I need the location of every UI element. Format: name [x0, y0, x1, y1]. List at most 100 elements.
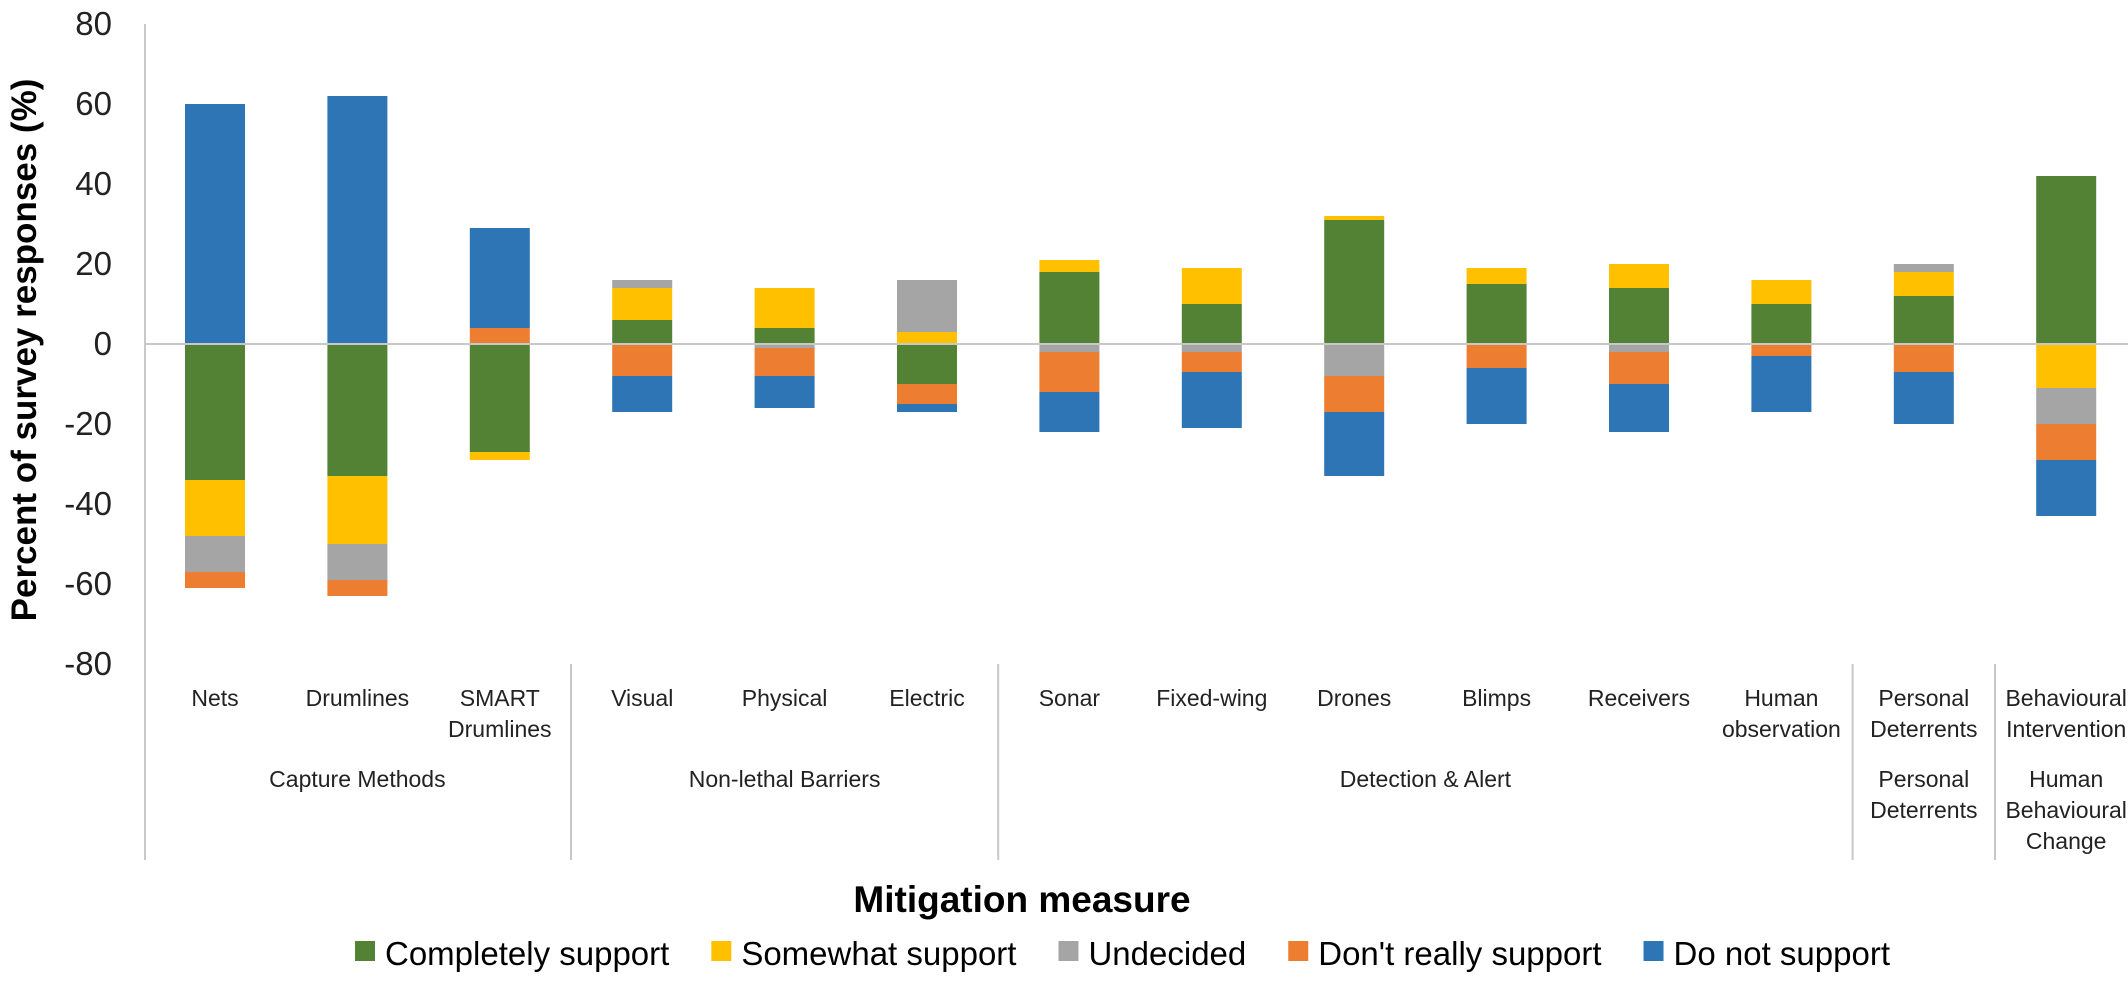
bar-segment-somewhat-support [754, 288, 815, 328]
bar-segment-don-t-really-support [897, 384, 957, 404]
bar-segment-do-not-support [2036, 460, 2097, 516]
bar-segment-don-t-really-support [2036, 424, 2097, 460]
bar-segment-don-t-really-support [1466, 344, 1527, 368]
y-axis: 80 60 40 20 0 -20 -40 -60 -80 [64, 5, 146, 682]
bar-segment-undecided [1324, 344, 1385, 376]
group-label: Deterrents [1870, 797, 1977, 823]
bar-segment-completely-support [185, 344, 245, 480]
bar-segment-completely-support [1466, 284, 1527, 344]
y-tick-label: 60 [75, 85, 112, 122]
bar-segment-completely-support [2036, 176, 2097, 344]
bar-segment-undecided [327, 544, 388, 580]
group-label: Change [2026, 828, 2107, 854]
bar-segment-do-not-support [327, 96, 388, 344]
bar-segment-completely-support [612, 320, 673, 344]
bar-segment-undecided [1039, 344, 1100, 352]
bar-segment-do-not-support [1609, 384, 1669, 432]
category-label: Behavioural [2005, 685, 2126, 711]
bar-segment-undecided [754, 344, 815, 348]
bar-segment-somewhat-support [327, 476, 388, 544]
y-tick-label: -80 [64, 645, 112, 682]
bar-segment-completely-support [1609, 288, 1669, 344]
bar-segment-undecided [2036, 388, 2097, 424]
y-tick-label: 0 [94, 325, 112, 362]
legend-label: Completely support [385, 935, 669, 972]
bar-segment-do-not-support [1466, 368, 1527, 424]
bar-segment-undecided [1893, 264, 1954, 272]
bar-segment-don-t-really-support [1181, 352, 1242, 372]
group-label: Behavioural [2005, 797, 2126, 823]
legend-swatch [1288, 941, 1309, 961]
category-label: Sonar [1039, 685, 1101, 711]
bar-segment-completely-support [469, 344, 530, 452]
bar-segment-somewhat-support [1751, 280, 1812, 304]
legend-label: Undecided [1088, 935, 1246, 972]
bar-segment-don-t-really-support [1039, 352, 1100, 392]
bar-segment-do-not-support [1324, 412, 1385, 476]
bar-segment-somewhat-support [1324, 216, 1385, 220]
bar-segment-completely-support [754, 328, 815, 344]
bar-segment-don-t-really-support [612, 344, 673, 376]
bar-segment-somewhat-support [612, 288, 673, 320]
x-axis-title: Mitigation measure [853, 879, 1190, 920]
bar-segment-undecided [612, 280, 673, 288]
y-axis-title: Percent of survey responses (%) [5, 79, 44, 622]
category-label: Deterrents [1870, 716, 1977, 742]
bar-segment-don-t-really-support [185, 572, 245, 588]
bar-segment-undecided [1609, 344, 1669, 352]
group-label: Non-lethal Barriers [689, 766, 881, 792]
bar-segment-do-not-support [1181, 372, 1242, 428]
bar-segment-somewhat-support [2036, 344, 2097, 388]
bar-segment-somewhat-support [469, 452, 530, 460]
category-label: observation [1722, 716, 1841, 742]
bar-segment-completely-support [1751, 304, 1812, 344]
bar-segment-completely-support [1039, 272, 1100, 344]
legend: Completely support Somewhat support Undeci… [355, 935, 1890, 972]
bar-segment-somewhat-support [1893, 272, 1954, 296]
category-label: Physical [742, 685, 828, 711]
bar-segment-do-not-support [185, 104, 245, 344]
bar-segment-undecided [185, 536, 245, 572]
category-label: Fixed-wing [1156, 685, 1267, 711]
bar-segment-do-not-support [1039, 392, 1100, 432]
bar-segment-don-t-really-support [1751, 344, 1812, 356]
category-label: Drones [1317, 685, 1391, 711]
legend-swatch [1643, 941, 1664, 961]
legend-label: Somewhat support [741, 935, 1016, 972]
y-tick-label: -60 [64, 565, 112, 602]
legend-label: Don't really support [1318, 935, 1601, 972]
bar-segment-do-not-support [469, 228, 530, 328]
bars [145, 96, 2128, 596]
category-label: Visual [611, 685, 673, 711]
category-label: Human [1744, 685, 1818, 711]
bar-segment-somewhat-support [185, 480, 245, 536]
bar-segment-completely-support [1324, 220, 1385, 344]
bar-segment-don-t-really-support [327, 580, 388, 596]
bar-segment-do-not-support [612, 376, 673, 412]
category-label: Nets [191, 685, 238, 711]
group-label: Human [2029, 766, 2103, 792]
bar-segment-undecided [1181, 344, 1242, 352]
bar-segment-completely-support [327, 344, 388, 476]
legend-swatch [711, 941, 732, 961]
group-label: Personal [1878, 766, 1969, 792]
bar-segment-don-t-really-support [1609, 352, 1669, 384]
bar-segment-somewhat-support [1466, 268, 1527, 284]
bar-segment-do-not-support [1751, 356, 1812, 412]
bar-segment-don-t-really-support [469, 328, 530, 344]
category-label: Drumlines [448, 716, 552, 742]
category-label: Intervention [2006, 716, 2126, 742]
y-tick-label: -20 [64, 405, 112, 442]
legend-swatch [1058, 941, 1079, 961]
bar-segment-somewhat-support [1609, 264, 1669, 288]
category-label: Personal [1878, 685, 1969, 711]
bar-segment-completely-support [1893, 296, 1954, 344]
y-tick-label: 80 [75, 5, 112, 42]
bar-segment-somewhat-support [1039, 260, 1100, 272]
bar-segment-don-t-really-support [1324, 376, 1385, 412]
y-tick-label: 40 [75, 165, 112, 202]
bar-segment-undecided [897, 280, 957, 332]
bar-segment-do-not-support [897, 404, 957, 412]
legend-swatch [355, 941, 375, 961]
